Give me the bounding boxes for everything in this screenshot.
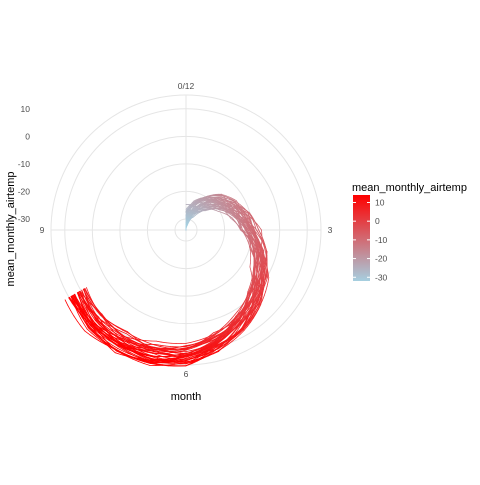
series-line-segment bbox=[191, 341, 196, 342]
series-line-segment bbox=[267, 282, 268, 286]
legend-tick-label: -10 bbox=[375, 235, 388, 245]
legend-tick-label: -20 bbox=[375, 254, 388, 264]
series-line-segment bbox=[65, 300, 68, 306]
series-line-segment bbox=[160, 346, 165, 347]
x-axis-title: month bbox=[171, 391, 202, 403]
series-line-segment bbox=[77, 321, 81, 326]
series-line-segment bbox=[264, 291, 265, 295]
month-tick-label: 0/12 bbox=[178, 81, 195, 91]
temperature-tick-label: -10 bbox=[18, 159, 31, 169]
legend-tick-label: -30 bbox=[375, 272, 388, 282]
series-line-segment bbox=[156, 341, 161, 342]
series-line-segment bbox=[160, 345, 165, 346]
temperature-tick-label: 10 bbox=[21, 104, 31, 114]
series-line-segment bbox=[254, 248, 255, 251]
temperature-tick-label: -20 bbox=[18, 186, 31, 196]
month-tick-label: 6 bbox=[184, 369, 189, 379]
series-line-segment bbox=[186, 342, 191, 343]
series-line-segment bbox=[68, 305, 71, 310]
month-tick-label: 3 bbox=[328, 225, 333, 235]
series-line-segment bbox=[258, 268, 259, 272]
legend-color-bar bbox=[353, 195, 370, 281]
series-line-segment bbox=[144, 364, 150, 366]
series-line-segment bbox=[246, 238, 247, 241]
series-line-segment bbox=[254, 270, 255, 274]
series-line-segment bbox=[268, 278, 269, 282]
series-line-segment bbox=[71, 311, 74, 316]
series-line-segment bbox=[258, 268, 259, 272]
series-line-segment bbox=[74, 316, 77, 321]
temperature-tick-labels: 10 0 -10 -20 -30 bbox=[18, 104, 31, 224]
temperature-tick-label: 0 bbox=[25, 131, 30, 141]
legend-title: mean_monthly_airtemp bbox=[352, 182, 467, 194]
series-line-segment bbox=[161, 342, 166, 343]
series-line-segment bbox=[263, 296, 265, 300]
series-lines bbox=[65, 194, 269, 366]
legend-tick-label: 0 bbox=[375, 216, 380, 226]
y-axis-title: mean_monthly_airtemp bbox=[5, 172, 17, 287]
series-line-segment bbox=[265, 271, 266, 276]
series-line-segment bbox=[170, 351, 175, 352]
series-line-segment bbox=[145, 342, 150, 344]
series-line-segment bbox=[213, 197, 216, 198]
series-line-segment bbox=[196, 340, 201, 341]
month-tick-label: 9 bbox=[40, 225, 45, 235]
series-line-segment bbox=[85, 331, 90, 335]
series-line-segment bbox=[254, 224, 255, 227]
series-line-segment bbox=[251, 271, 252, 276]
series-line-segment bbox=[266, 287, 267, 291]
color-legend: mean_monthly_airtemp 10 0 -10 -20 -30 bbox=[352, 182, 467, 282]
series-line-segment bbox=[231, 207, 234, 208]
series-line-segment bbox=[164, 356, 170, 357]
series-line-segment bbox=[250, 267, 251, 272]
series-line-segment bbox=[170, 348, 175, 349]
series-line-segment bbox=[81, 326, 85, 331]
legend-tick-label: 10 bbox=[375, 197, 385, 207]
series-line-segment bbox=[265, 251, 266, 255]
series-line-segment bbox=[220, 210, 223, 211]
temperature-tick-label: -30 bbox=[18, 214, 31, 224]
series-line-segment bbox=[222, 197, 225, 198]
